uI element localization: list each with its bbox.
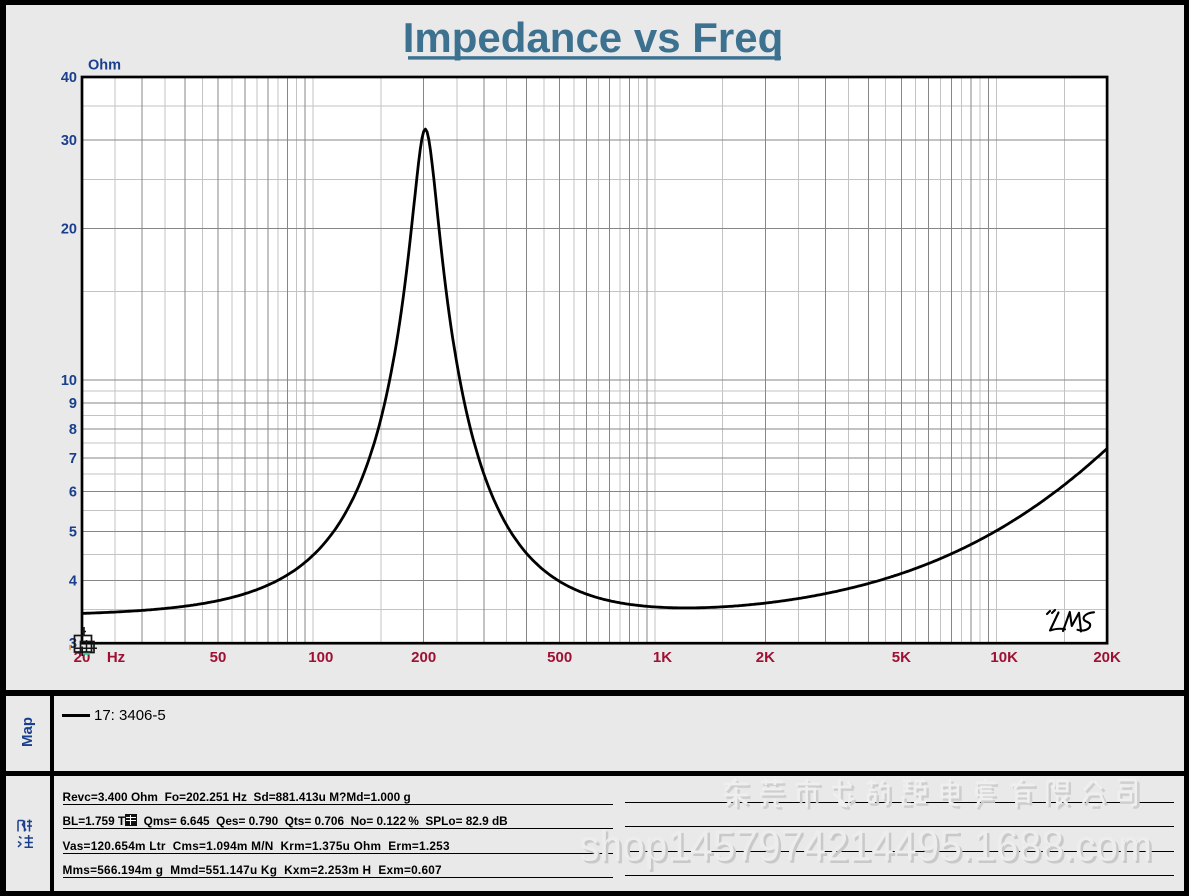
svg-text:5: 5: [69, 525, 77, 541]
svg-text:10: 10: [61, 373, 77, 389]
svg-text:6: 6: [69, 485, 77, 501]
svg-text:shop1457974214495.1688.com: shop1457974214495.1688.com: [579, 822, 1152, 871]
svg-text:1K: 1K: [653, 649, 672, 666]
svg-text:8: 8: [69, 422, 77, 438]
svg-text:5K: 5K: [892, 649, 911, 666]
svg-text:3: 3: [69, 636, 77, 652]
svg-text:10K: 10K: [990, 649, 1018, 666]
svg-text:Impedance vs Freq: Impedance vs Freq: [403, 14, 783, 61]
svg-text:9: 9: [69, 396, 77, 412]
svg-text:500: 500: [547, 649, 572, 666]
svg-text:Hz: Hz: [107, 649, 125, 666]
svg-text:50: 50: [210, 649, 227, 666]
svg-text:7: 7: [69, 451, 77, 467]
svg-text:200: 200: [411, 649, 436, 666]
svg-text:Ohm: Ohm: [88, 58, 121, 74]
svg-text:20: 20: [61, 222, 77, 238]
svg-text:3: 3: [69, 636, 77, 652]
svg-text:4: 4: [69, 573, 77, 589]
svg-text:20K: 20K: [1093, 649, 1121, 666]
svg-text:2K: 2K: [756, 649, 775, 666]
svg-text:40: 40: [61, 70, 77, 86]
svg-text:30: 30: [61, 133, 77, 149]
svg-text:shop1457974214495.1688.com: shop1457974214495.1688.com: [582, 824, 1155, 873]
svg-text:100: 100: [308, 649, 333, 666]
